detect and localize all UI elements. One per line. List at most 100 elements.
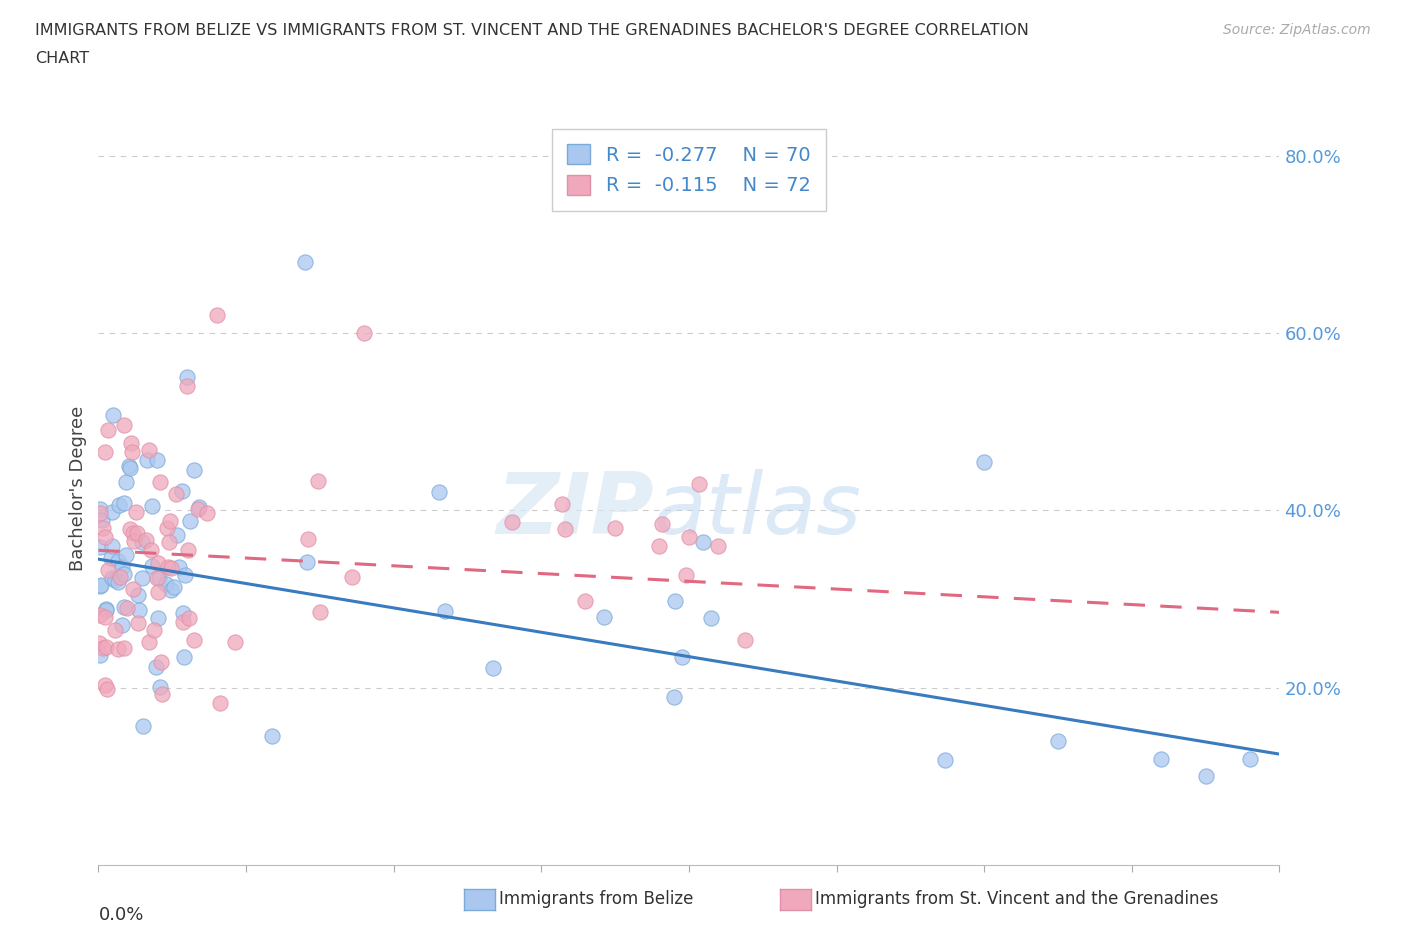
Point — [115, 601, 138, 616]
Point — [159, 513, 181, 528]
Point — [118, 458, 141, 473]
Point — [111, 560, 134, 575]
Point — [111, 618, 134, 632]
Point — [125, 505, 148, 520]
Point — [651, 516, 673, 531]
Point — [89, 578, 111, 593]
Point — [93, 521, 115, 536]
Point — [112, 418, 135, 432]
Point — [260, 729, 283, 744]
Point — [101, 570, 124, 585]
Point — [662, 689, 685, 704]
Point — [187, 501, 209, 516]
Point — [353, 326, 375, 340]
Point — [127, 616, 149, 631]
Point — [94, 609, 117, 624]
Point — [143, 623, 166, 638]
Point — [146, 556, 169, 571]
Point — [678, 529, 700, 544]
Point — [166, 528, 188, 543]
Point — [294, 255, 316, 270]
Point — [100, 551, 122, 565]
Point — [121, 435, 143, 450]
Point — [342, 570, 364, 585]
Point — [934, 752, 956, 767]
Point — [131, 570, 153, 585]
Point — [574, 593, 596, 608]
Point — [91, 641, 114, 656]
Point — [1239, 751, 1261, 766]
Point — [205, 308, 228, 323]
Point — [155, 577, 177, 591]
Point — [675, 567, 697, 582]
Point — [160, 583, 183, 598]
Point — [150, 655, 173, 670]
Point — [224, 634, 246, 649]
Point — [108, 569, 131, 584]
Point — [148, 571, 170, 586]
Point — [145, 660, 167, 675]
Point — [94, 530, 117, 545]
Text: Immigrants from St. Vincent and the Grenadines: Immigrants from St. Vincent and the Gren… — [815, 890, 1219, 909]
Point — [128, 603, 150, 618]
Point — [481, 660, 503, 675]
Point — [648, 538, 671, 553]
Point — [89, 502, 111, 517]
Point — [141, 542, 163, 557]
Point — [89, 647, 111, 662]
Text: 0.0%: 0.0% — [98, 907, 143, 924]
Point — [136, 452, 159, 467]
Point — [104, 622, 127, 637]
Point — [96, 682, 118, 697]
Point — [165, 486, 187, 501]
Point — [112, 600, 135, 615]
Point — [671, 649, 693, 664]
Point — [692, 534, 714, 549]
Point — [174, 567, 197, 582]
Point — [172, 605, 194, 620]
Text: IMMIGRANTS FROM BELIZE VS IMMIGRANTS FROM ST. VINCENT AND THE GRENADINES BACHELO: IMMIGRANTS FROM BELIZE VS IMMIGRANTS FRO… — [35, 23, 1029, 38]
Point — [127, 588, 149, 603]
Point — [112, 641, 135, 656]
Point — [90, 512, 112, 527]
Point — [114, 474, 136, 489]
Point — [1195, 769, 1218, 784]
Point — [183, 463, 205, 478]
Point — [177, 543, 200, 558]
Point — [707, 538, 730, 553]
Point — [150, 687, 173, 702]
Point — [138, 443, 160, 458]
Point — [297, 532, 319, 547]
Point — [188, 499, 211, 514]
Point — [89, 539, 111, 554]
Point — [97, 562, 120, 577]
Point — [118, 522, 141, 537]
Point — [131, 535, 153, 550]
Text: Immigrants from Belize: Immigrants from Belize — [499, 890, 693, 909]
Point — [605, 521, 627, 536]
Point — [156, 521, 179, 536]
Point — [107, 574, 129, 589]
Point — [135, 532, 157, 547]
Point — [149, 475, 172, 490]
Point — [179, 610, 201, 625]
Point — [96, 423, 118, 438]
Point — [433, 604, 456, 618]
Point — [173, 650, 195, 665]
Point — [146, 584, 169, 599]
Point — [131, 719, 153, 734]
Point — [87, 635, 110, 650]
Point — [688, 477, 710, 492]
Point — [592, 609, 614, 624]
Point — [101, 539, 124, 554]
Point — [146, 570, 169, 585]
Point — [89, 505, 111, 520]
Point — [112, 496, 135, 511]
Point — [96, 640, 118, 655]
Point — [427, 485, 450, 499]
Point — [170, 484, 193, 498]
Text: CHART: CHART — [35, 51, 89, 66]
Point — [141, 559, 163, 574]
Point — [183, 633, 205, 648]
Point — [94, 603, 117, 618]
